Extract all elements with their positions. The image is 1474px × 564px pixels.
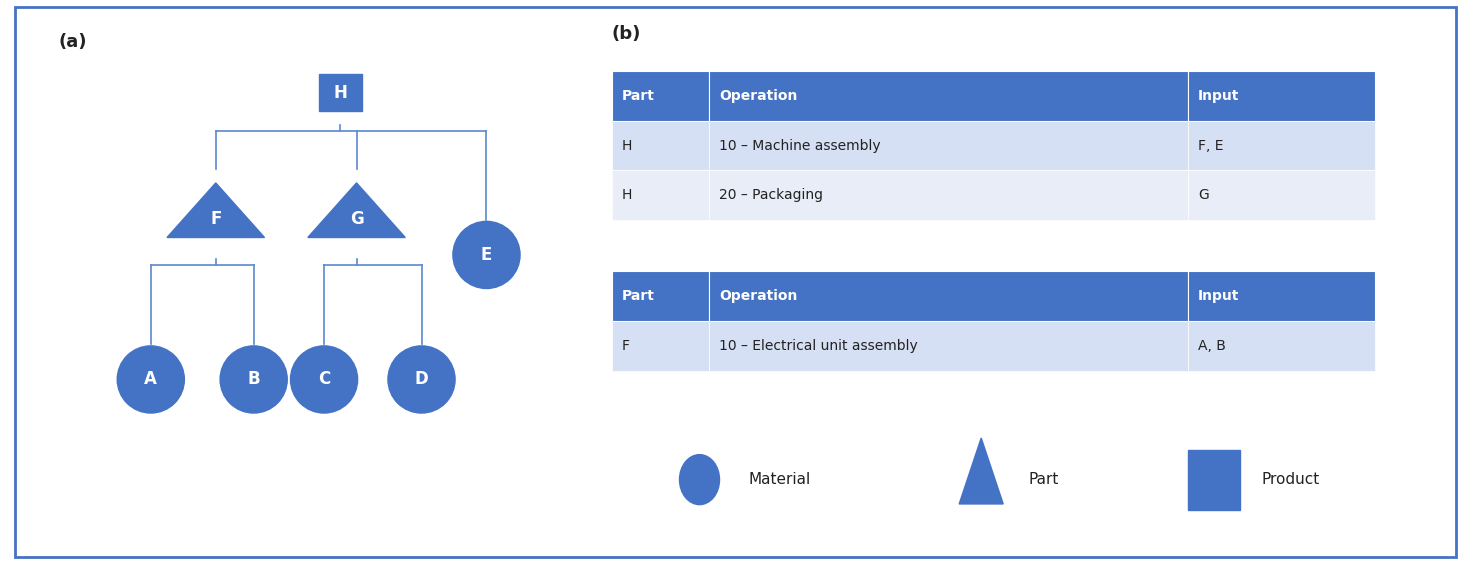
Text: B: B — [248, 371, 259, 389]
Circle shape — [453, 221, 520, 289]
Text: H: H — [622, 139, 632, 152]
Text: (b): (b) — [612, 25, 641, 43]
Circle shape — [118, 346, 184, 413]
Polygon shape — [167, 183, 264, 237]
Text: Operation: Operation — [719, 289, 797, 303]
FancyBboxPatch shape — [612, 121, 709, 170]
FancyBboxPatch shape — [1188, 321, 1374, 371]
FancyBboxPatch shape — [612, 271, 709, 321]
Text: 20 – Packaging: 20 – Packaging — [719, 188, 824, 202]
FancyBboxPatch shape — [1188, 170, 1374, 221]
FancyBboxPatch shape — [1188, 121, 1374, 170]
Text: E: E — [481, 246, 492, 264]
Text: A: A — [144, 371, 158, 389]
Text: F: F — [622, 339, 629, 353]
Polygon shape — [960, 438, 1004, 504]
Text: H: H — [622, 188, 632, 202]
FancyBboxPatch shape — [612, 71, 709, 121]
FancyBboxPatch shape — [1188, 71, 1374, 121]
FancyBboxPatch shape — [1188, 271, 1374, 321]
FancyBboxPatch shape — [1188, 450, 1240, 510]
Text: Product: Product — [1262, 472, 1319, 487]
Text: G: G — [349, 210, 364, 228]
Text: Part: Part — [1029, 472, 1058, 487]
FancyBboxPatch shape — [612, 321, 709, 371]
Text: H: H — [333, 85, 348, 102]
Text: 10 – Electrical unit assembly: 10 – Electrical unit assembly — [719, 339, 918, 353]
Text: F, E: F, E — [1198, 139, 1223, 152]
Text: Input: Input — [1198, 89, 1240, 103]
Circle shape — [220, 346, 287, 413]
Text: F: F — [211, 210, 221, 228]
Ellipse shape — [680, 455, 719, 505]
Text: (a): (a) — [59, 33, 87, 51]
FancyBboxPatch shape — [318, 74, 363, 111]
FancyBboxPatch shape — [709, 71, 1188, 121]
Text: D: D — [414, 371, 429, 389]
FancyBboxPatch shape — [709, 321, 1188, 371]
FancyBboxPatch shape — [612, 170, 709, 221]
Circle shape — [388, 346, 455, 413]
Text: G: G — [1198, 188, 1209, 202]
Text: C: C — [318, 371, 330, 389]
Text: Part: Part — [622, 89, 654, 103]
Text: Material: Material — [749, 472, 811, 487]
Polygon shape — [308, 183, 405, 237]
FancyBboxPatch shape — [709, 170, 1188, 221]
Text: A, B: A, B — [1198, 339, 1226, 353]
Text: 10 – Machine assembly: 10 – Machine assembly — [719, 139, 881, 152]
FancyBboxPatch shape — [709, 121, 1188, 170]
Text: Part: Part — [622, 289, 654, 303]
FancyBboxPatch shape — [709, 271, 1188, 321]
Circle shape — [290, 346, 358, 413]
Text: Input: Input — [1198, 289, 1240, 303]
Text: Operation: Operation — [719, 89, 797, 103]
